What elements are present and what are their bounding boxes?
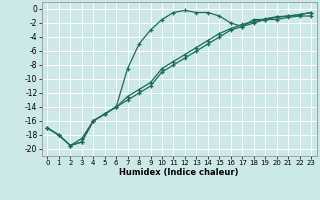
X-axis label: Humidex (Indice chaleur): Humidex (Indice chaleur) [119, 168, 239, 177]
